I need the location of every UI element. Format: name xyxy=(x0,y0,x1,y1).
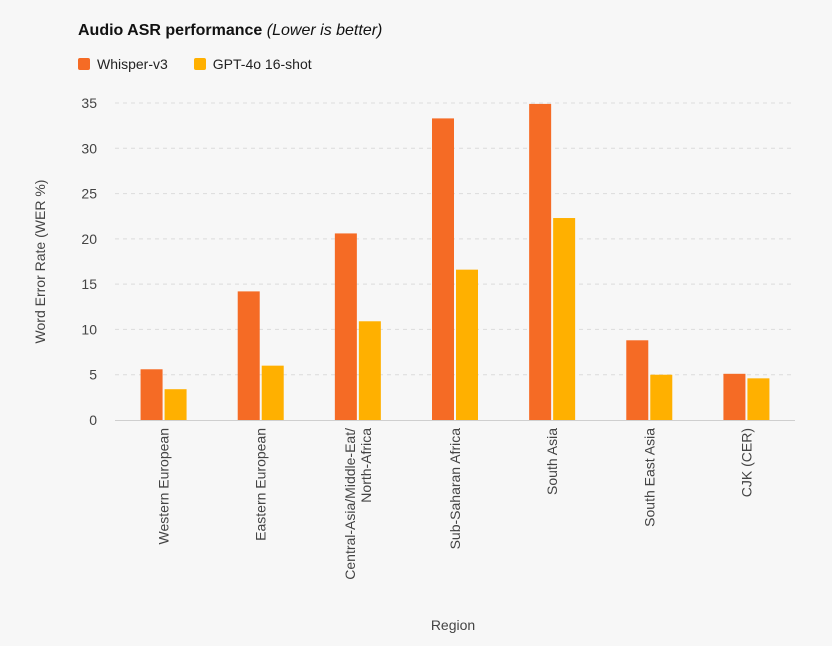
bar-series-0-2 xyxy=(334,233,357,420)
bar-series-0-5 xyxy=(626,340,649,420)
y-tick-label: 35 xyxy=(81,95,97,111)
legend-item-series-0: Whisper-v3 xyxy=(78,56,168,72)
bars xyxy=(140,103,770,421)
legend-label-series-1: GPT-4o 16-shot xyxy=(212,56,312,72)
chart-title-text: Audio ASR performance xyxy=(78,22,263,39)
x-tick-label: Central-Asia/Middle-Eat/ xyxy=(342,428,358,580)
bar-series-1-3 xyxy=(456,269,478,420)
y-axis-ticks: 0 5 10 15 20 25 30 35 xyxy=(81,95,97,428)
bar-series-0-4 xyxy=(529,103,552,421)
chart-subtitle: (Lower is better) xyxy=(266,22,383,39)
chart-title: Audio ASR performance (Lower is better) xyxy=(78,22,382,40)
bar-series-0-6 xyxy=(723,373,746,420)
x-tick-label-group: Western European xyxy=(156,428,172,544)
bar-series-0-0 xyxy=(140,369,163,420)
x-tick-label-group: Central-Asia/Middle-Eat/North-Africa xyxy=(342,428,374,580)
x-axis-ticks: Western European Eastern European Central-… xyxy=(156,428,755,580)
legend-swatch-series-1 xyxy=(193,58,206,70)
x-tick-label-group: Sub-Saharan Africa xyxy=(447,428,463,550)
x-tick-label: CJK (CER) xyxy=(738,428,754,497)
y-tick-label: 15 xyxy=(81,276,97,292)
grid-lines xyxy=(115,102,795,376)
y-tick-label: 30 xyxy=(81,140,97,156)
bar-series-1-5 xyxy=(650,374,673,420)
bar-series-0-3 xyxy=(432,118,454,420)
bar-series-1-6 xyxy=(747,378,770,420)
y-axis-label: Word Error Rate (WER %) xyxy=(32,180,48,344)
x-tick-label-group: South East Asia xyxy=(641,428,657,527)
y-tick-label: 0 xyxy=(89,412,97,428)
bar-series-1-1 xyxy=(261,365,284,420)
bar-series-1-4 xyxy=(553,218,576,420)
x-tick-label-group: CJK (CER) xyxy=(738,428,754,497)
y-tick-label: 25 xyxy=(81,186,97,202)
y-tick-label: 20 xyxy=(81,231,97,247)
x-tick-label: Western European xyxy=(156,428,172,544)
x-tick-label-group: Eastern European xyxy=(253,428,269,541)
legend-label-series-0: Whisper-v3 xyxy=(97,56,168,72)
x-tick-label: South East Asia xyxy=(641,428,657,527)
y-tick-label: 10 xyxy=(81,321,97,337)
bar-series-0-1 xyxy=(237,291,260,420)
x-tick-label: Sub-Saharan Africa xyxy=(447,428,463,550)
legend: Whisper-v3 GPT-4o 16-shot xyxy=(78,56,338,72)
bar-series-1-0 xyxy=(164,389,187,420)
x-tick-label-group: South Asia xyxy=(544,428,560,495)
x-tick-label: North-Africa xyxy=(358,428,374,503)
bar-series-1-2 xyxy=(358,321,381,420)
legend-item-series-1: GPT-4o 16-shot xyxy=(193,56,312,72)
x-axis-label: Region xyxy=(431,617,475,633)
x-tick-label: South Asia xyxy=(544,428,560,495)
y-tick-label: 5 xyxy=(89,367,97,383)
legend-swatch-series-0 xyxy=(78,58,90,70)
x-tick-label: Eastern European xyxy=(253,428,269,541)
